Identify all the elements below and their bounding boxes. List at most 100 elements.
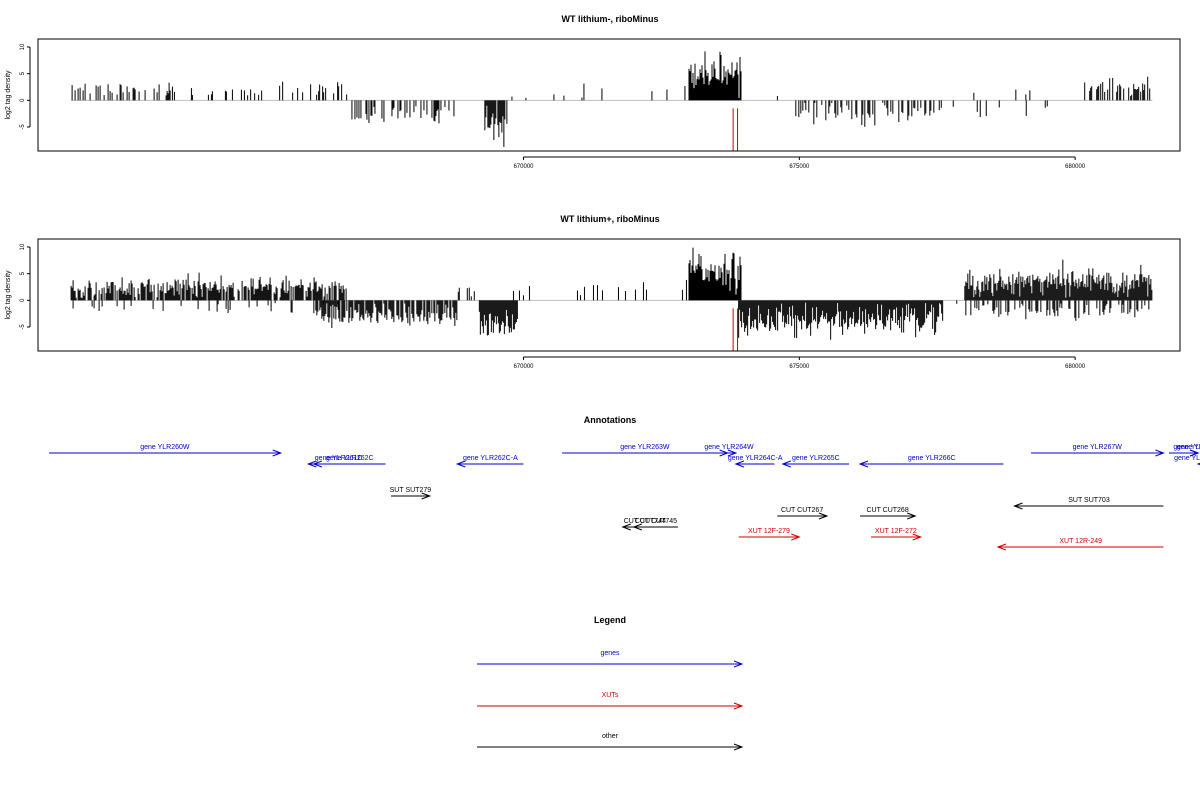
y-tick-label: -5 xyxy=(20,324,26,330)
legend-item-gene: genes xyxy=(477,650,744,668)
feature-label: gene YLR264C-A xyxy=(728,455,783,462)
panel-title: WT lithium+, riboMinus xyxy=(560,214,659,224)
feature-gene: gene YLR270 xyxy=(1177,444,1200,457)
y-tick-label: 0 xyxy=(20,298,26,302)
legend-label: other xyxy=(602,733,619,740)
feature-label: gene YLR261C xyxy=(315,455,363,462)
feature-label: gene YLR268W xyxy=(1173,444,1200,451)
feature-gene: gene YLR264W xyxy=(704,444,754,457)
feature-gene: gene YLR263W xyxy=(562,444,730,457)
feature-other: SUT SUT703 xyxy=(1013,497,1164,510)
feature-arrow-head xyxy=(858,460,869,468)
feature-label: gene YLR265C xyxy=(792,455,840,462)
feature-label: SUT SUT703 xyxy=(1068,497,1110,504)
feature-gene: gene YLR264C-A xyxy=(728,455,783,468)
feature-label: gene YLR264W xyxy=(704,444,754,451)
panel-title: WT lithium-, riboMinus xyxy=(562,14,659,24)
feature-label: gene YLR263W xyxy=(620,444,670,451)
legend-item-xut: XUTs xyxy=(477,692,744,710)
legend-items: genes XUTs other xyxy=(477,650,744,751)
feature-arrow-head xyxy=(781,460,791,468)
feature-label: XUT 12F-279 xyxy=(748,528,790,535)
y-tick-label: 10 xyxy=(20,43,26,50)
legend-label: genes xyxy=(600,650,620,657)
feature-label: XUT 12F-272 xyxy=(875,528,917,535)
feature-arrow-head xyxy=(818,512,829,520)
feature-arrow-head xyxy=(907,512,917,520)
feature-arrow-head xyxy=(1013,502,1023,510)
feature-label: CUT CUT267 xyxy=(781,507,823,514)
feature-gene: gene YLR261C xyxy=(306,455,370,468)
feature-label: SUT SUT279 xyxy=(390,487,432,494)
feature-arrow-head xyxy=(733,702,744,710)
feature-arrow-head xyxy=(791,533,801,541)
x-tick-label: 670000 xyxy=(513,364,534,370)
legend-title: Legend xyxy=(594,615,626,625)
feature-arrow-head xyxy=(734,460,745,468)
plot-frame xyxy=(37,238,1181,352)
coverage-bars xyxy=(71,51,1153,151)
feature-arrow-head xyxy=(632,523,643,531)
feature-gene: gene YLR265C xyxy=(781,455,849,468)
feature-arrow-head xyxy=(912,533,923,541)
legend-label: XUTs xyxy=(602,692,619,699)
feature-other: CUT CUT268 xyxy=(860,507,917,520)
feature-arrow-head xyxy=(727,449,738,457)
x-tick-label: 680000 xyxy=(1065,164,1086,170)
feature-label: gene YLR262C xyxy=(326,455,374,462)
feature-label: gene YLR269C xyxy=(1174,455,1200,462)
feature-label: CUT CUT744 xyxy=(624,518,666,525)
x-axis: 670000 675000 680000 xyxy=(513,356,1086,370)
coverage-bars xyxy=(70,247,1153,351)
annotations-title: Annotations xyxy=(584,415,637,425)
y-tick-label: 10 xyxy=(20,243,26,250)
coverage-panel-lithium-minus: WT lithium-, riboMinus log2 tag density … xyxy=(5,14,1181,170)
feature-label: gene YLR266C xyxy=(908,455,956,462)
feature-arrow-head xyxy=(996,543,1007,551)
y-axis: 10 5 0 -5 xyxy=(20,243,31,330)
feature-label: gene YLR262C-A xyxy=(463,455,518,462)
y-tick-label: 5 xyxy=(20,71,26,75)
y-tick-label: 5 xyxy=(20,271,26,275)
feature-gene: gene YLR269C xyxy=(1174,455,1200,466)
y-axis-label: log2 tag density xyxy=(5,270,12,320)
x-axis: 670000 675000 680000 xyxy=(513,156,1086,170)
feature-label: gene YLR260W xyxy=(140,444,190,451)
plot-frame xyxy=(37,38,1181,152)
feature-other: CUT CUT267 xyxy=(777,507,829,520)
feature-arrow-head xyxy=(421,492,432,500)
legend: Legend genes XUTs other xyxy=(477,615,744,751)
feature-label: CUT CUT268 xyxy=(866,507,908,514)
feature-xut: XUT 12R-249 xyxy=(996,538,1164,551)
feature-gene: gene YLR267W xyxy=(1031,444,1165,457)
x-tick-label: 675000 xyxy=(789,164,810,170)
y-axis-label: log2 tag density xyxy=(5,70,12,120)
feature-label: gene YLR270 xyxy=(1177,444,1200,451)
y-axis: 10 5 0 -5 xyxy=(20,43,31,130)
feature-arrow-head xyxy=(455,460,466,468)
feature-gene: gene YLR266C xyxy=(858,455,1004,468)
legend-item-other: other xyxy=(477,733,744,751)
x-tick-label: 670000 xyxy=(513,164,534,170)
feature-other: SUT SUT279 xyxy=(390,487,432,500)
feature-label: XUT 12R-249 xyxy=(1059,538,1102,545)
feature-gene: gene YLR260W xyxy=(49,444,283,457)
feature-label: CUT CUT745 xyxy=(635,518,677,525)
feature-xut: XUT 12F-272 xyxy=(871,528,923,541)
feature-gene: gene YLR262C-A xyxy=(455,455,524,468)
feature-arrow-head xyxy=(272,449,283,457)
coverage-panel-lithium-plus: WT lithium+, riboMinus log2 tag density … xyxy=(5,214,1181,370)
x-tick-label: 675000 xyxy=(789,364,810,370)
feature-arrow-head xyxy=(733,743,744,751)
y-tick-label: -5 xyxy=(20,124,26,130)
y-tick-label: 0 xyxy=(20,98,26,102)
feature-arrow-head xyxy=(1155,449,1165,457)
feature-label: gene YLR267W xyxy=(1073,444,1123,451)
feature-arrow-head xyxy=(306,460,317,468)
feature-arrow-head xyxy=(733,660,744,668)
feature-xut: XUT 12F-279 xyxy=(738,528,801,541)
feature-arrow-head xyxy=(1189,449,1200,457)
feature-other: CUT CUT745 xyxy=(632,518,678,531)
